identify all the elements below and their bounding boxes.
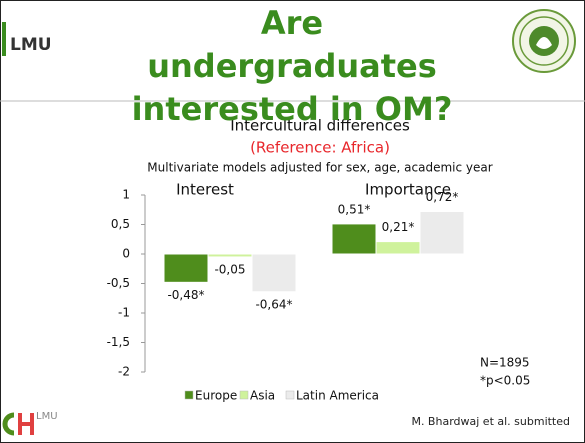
annotation: N=1895	[480, 356, 530, 370]
y-tick-label: -2	[118, 365, 130, 379]
legend-label: Latin America	[296, 389, 379, 403]
legend-swatch	[239, 390, 249, 400]
reference: (Reference: Africa)	[250, 139, 390, 157]
legend-swatch	[285, 390, 295, 400]
footer-logo	[2, 412, 34, 436]
bar	[419, 211, 465, 255]
logo-bar	[2, 22, 6, 56]
annotation: *p<0.05	[480, 374, 530, 388]
bar	[251, 253, 297, 293]
value-label: 0,72*	[426, 190, 459, 204]
category-label: Interest	[176, 181, 234, 199]
emblem	[512, 9, 576, 73]
bar	[375, 241, 421, 255]
value-label: -0,05	[214, 262, 245, 276]
bar	[163, 253, 209, 283]
y-tick-label: -1	[118, 306, 130, 320]
category-label: Importance	[365, 181, 451, 199]
source: M. Bhardwaj et al. submitted	[411, 415, 570, 428]
bar	[331, 223, 377, 255]
slide-title: Are undergraduates interested in OM?	[131, 4, 453, 128]
y-tick-label: -1,5	[107, 335, 130, 349]
y-tick-label: -0,5	[107, 276, 130, 290]
legend-label: Asia	[250, 389, 275, 403]
note: Multivariate models adjusted for sex, ag…	[147, 161, 492, 175]
y-tick-label: 0,5	[111, 217, 130, 231]
bar	[207, 253, 253, 258]
value-label: 0,51*	[338, 202, 371, 216]
legend-swatch	[184, 390, 194, 400]
y-tick-label: 0	[122, 247, 130, 261]
subtitle: Intercultural differences	[230, 117, 410, 135]
y-tick-label: 1	[122, 188, 130, 202]
value-label: 0,21*	[382, 220, 415, 234]
footer-logo-text: LMU	[36, 411, 58, 422]
logo-text: LMU	[10, 35, 52, 55]
value-label: -0,64*	[255, 297, 292, 311]
legend-label: Europe	[195, 389, 237, 403]
value-label: -0,48*	[167, 288, 204, 302]
